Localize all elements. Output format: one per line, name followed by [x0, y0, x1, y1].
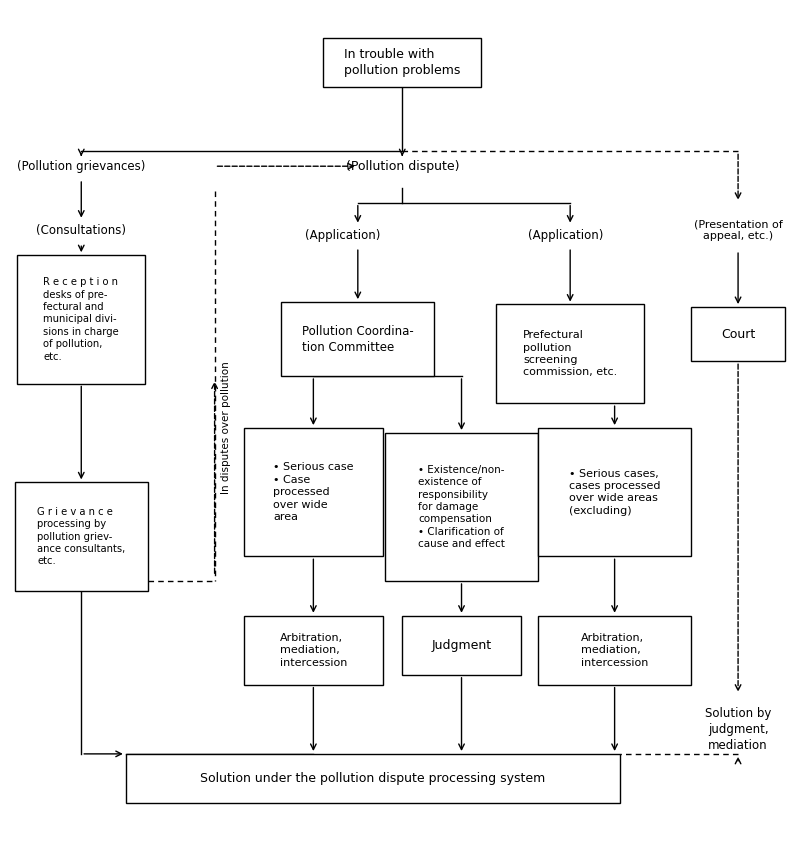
Text: In trouble with
pollution problems: In trouble with pollution problems [344, 48, 460, 77]
Bar [324, 38, 481, 87]
Bar [15, 483, 148, 591]
Bar [402, 616, 521, 675]
Text: Court: Court [721, 327, 755, 341]
Text: In disputes over pollution: In disputes over pollution [222, 361, 231, 494]
Text: G r i e v a n c e
processing by
pollution griev-
ance consultants,
etc.: G r i e v a n c e processing by pollutio… [37, 507, 125, 566]
Text: • Serious case
• Case
processed
over wide
area: • Serious case • Case processed over wid… [273, 462, 354, 522]
Text: (Pollution dispute): (Pollution dispute) [345, 159, 459, 173]
Bar [244, 428, 383, 556]
Text: Solution under the pollution dispute processing system: Solution under the pollution dispute pro… [200, 772, 545, 785]
Text: R e c e p t i o n
desks of pre-
fectural and
municipal divi-
sions in charge
of : R e c e p t i o n desks of pre- fectural… [44, 277, 119, 361]
Text: (Application): (Application) [527, 229, 603, 242]
Bar [496, 304, 644, 404]
Text: Solution by
judgment,
mediation: Solution by judgment, mediation [705, 706, 771, 751]
Text: Arbitration,
mediation,
intercession: Arbitration, mediation, intercession [280, 633, 347, 667]
Bar [125, 754, 620, 803]
Text: (Pollution grievances): (Pollution grievances) [17, 159, 146, 173]
Text: Arbitration,
mediation,
intercession: Arbitration, mediation, intercession [581, 633, 648, 667]
Text: • Serious cases,
cases processed
over wide areas
(excluding): • Serious cases, cases processed over wi… [569, 469, 660, 516]
Bar [538, 616, 691, 684]
Text: (Application): (Application) [305, 229, 381, 242]
Text: (Consultations): (Consultations) [36, 224, 126, 237]
Text: (Presentation of
appeal, etc.): (Presentation of appeal, etc.) [693, 220, 782, 241]
Text: Prefectural
pollution
screening
commission, etc.: Prefectural pollution screening commissi… [523, 330, 617, 377]
Text: Pollution Coordina-
tion Committee: Pollution Coordina- tion Committee [302, 325, 413, 354]
Bar [385, 432, 538, 581]
Text: Judgment: Judgment [431, 639, 492, 652]
Bar [691, 307, 785, 361]
Text: • Existence/non-
existence of
responsibility
for damage
compensation
• Clarifica: • Existence/non- existence of responsibi… [418, 465, 505, 550]
Bar [538, 428, 691, 556]
Bar [17, 255, 146, 383]
Bar [244, 616, 383, 684]
Bar [282, 302, 434, 377]
